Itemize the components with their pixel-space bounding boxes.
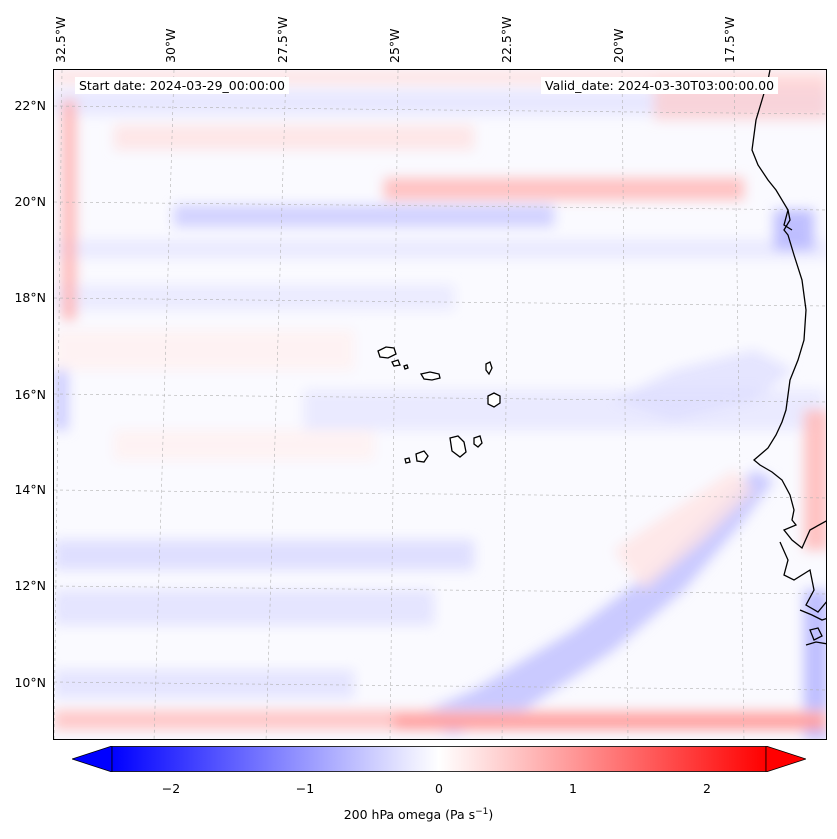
lat-label-14n: 14°N xyxy=(14,482,46,497)
lat-label-12n: 12°N xyxy=(14,578,46,593)
lon-label-20w: 20°W xyxy=(611,28,626,63)
colorbar-label-prefix: 200 hPa omega (Pa s xyxy=(343,807,476,823)
lon-label-17-5w: 17.5°W xyxy=(722,16,737,63)
lon-label-27-5w: 27.5°W xyxy=(275,16,290,63)
start-date-label: Start date: 2024-03-29_00:00:00 xyxy=(75,77,289,94)
colorbar-tick-minus2: −2 xyxy=(161,781,181,796)
colorbar-label: 200 hPa omega (Pa s−1) xyxy=(0,807,837,822)
colorbar-body xyxy=(111,746,767,772)
coastline xyxy=(751,70,826,646)
lon-label-25w: 25°W xyxy=(387,28,402,63)
colorbar-label-suffix: ) xyxy=(488,807,494,823)
valid-date-label: Valid_date: 2024-03-30T03:00:00.00 xyxy=(541,77,779,94)
colorbar xyxy=(72,746,806,772)
colorbar-extend-max xyxy=(765,746,806,772)
colorbar-tick-2: 2 xyxy=(703,781,711,796)
colorbar-tick-0: 0 xyxy=(435,781,443,796)
colorbar-extend-min xyxy=(72,746,113,772)
lat-label-16n: 16°N xyxy=(14,387,46,402)
lat-label-18n: 18°N xyxy=(14,290,46,305)
gridlines xyxy=(54,70,826,739)
lon-label-22-5w: 22.5°W xyxy=(499,16,514,63)
lat-label-10n: 10°N xyxy=(14,675,46,690)
colorbar-tick-minus1: −1 xyxy=(295,781,315,796)
lat-label-20n: 20°N xyxy=(14,194,46,209)
lon-label-32-5w: 32.5°W xyxy=(53,16,68,63)
colorbar-tick-1: 1 xyxy=(569,781,577,796)
map-panel[interactable] xyxy=(53,69,827,740)
omega-field-map xyxy=(54,70,826,739)
lat-label-22n: 22°N xyxy=(14,98,46,113)
lon-label-30w: 30°W xyxy=(163,28,178,63)
cape-verde-islands xyxy=(377,346,501,464)
colorbar-label-exponent: −1 xyxy=(475,807,489,817)
